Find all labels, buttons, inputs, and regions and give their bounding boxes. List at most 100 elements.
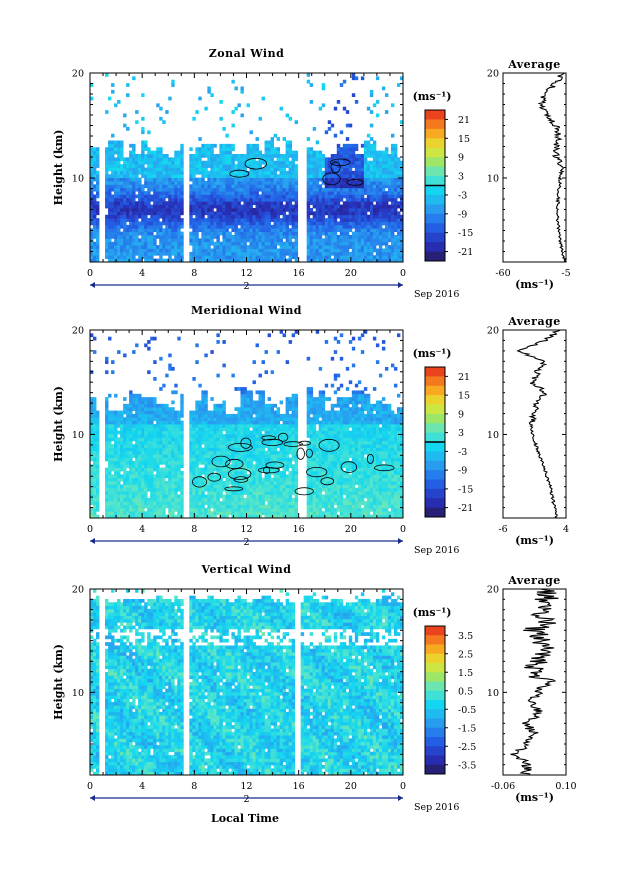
colorbar: (ms⁻¹) 3.5 2.5 1.5 0.5 -0.5 -1.5 -2.5 -3.5 <box>413 606 476 775</box>
contour-loop <box>296 447 305 460</box>
axis-ticks <box>89 72 404 263</box>
profile-line <box>510 588 559 776</box>
contour-loop <box>298 440 311 446</box>
x-tick-label: 12 <box>240 781 252 792</box>
day-bar-right-arrow <box>398 795 403 801</box>
contour-loop <box>374 464 395 472</box>
colorbar-step <box>425 727 445 738</box>
colorbar-tick-label: -15 <box>458 484 473 495</box>
colorbar-step <box>425 460 445 471</box>
date-label: Sep 2016 <box>414 802 459 813</box>
colorbar-tick-label: 9 <box>458 409 464 420</box>
x-tick-label: 16 <box>293 268 305 279</box>
contour-loop <box>322 172 341 186</box>
colorbar-tick-label: 3 <box>458 428 464 439</box>
colorbar-step <box>425 663 445 673</box>
panel-title: Zonal Wind <box>209 47 285 60</box>
profile-x-tick-label: 4 <box>563 524 569 535</box>
colorbar-tick-label: -1.5 <box>458 723 476 734</box>
colorbar-step <box>425 764 445 775</box>
x-axis-label: Local Time <box>211 812 279 825</box>
x-tick-label: 8 <box>191 781 197 792</box>
heatmap-cells <box>90 589 404 776</box>
profile-x-label: (ms⁻¹) <box>515 534 554 547</box>
profile-y-tick-label: 10 <box>487 174 499 185</box>
profile-x-tick-label: -6 <box>498 524 507 535</box>
contour-loop <box>265 461 285 469</box>
contour-loop <box>294 487 314 496</box>
colorbar-tick-label: -9 <box>458 466 467 477</box>
y-tick-label: 20 <box>72 585 84 596</box>
profile-y-tick-label: 10 <box>487 688 499 699</box>
x-tick-label: 0 <box>400 524 406 535</box>
colorbar-step <box>425 479 445 490</box>
colorbar-tick-label: 2.5 <box>458 649 473 660</box>
y-tick-label: 20 <box>72 326 84 337</box>
zero-contours <box>191 432 395 496</box>
colorbar-step <box>425 242 445 252</box>
contour-loop <box>346 179 364 186</box>
panel-zonal-wind: 0 4 8 12 16 20 0 10 20 Height (km) Zonal Wind 2 Sep … <box>52 47 571 300</box>
colorbar-tick-label: 0.5 <box>458 686 473 697</box>
colorbar-tick-label: -21 <box>458 247 473 258</box>
profile-x-label: (ms⁻¹) <box>515 791 554 804</box>
y-tick-label: 10 <box>72 688 84 699</box>
colorbar-step <box>425 395 445 405</box>
contour-loop <box>227 468 252 480</box>
contour-loop <box>225 458 244 470</box>
colorbar-tick-label: -3 <box>458 190 467 201</box>
colorbar-step <box>425 681 445 692</box>
contour-loop <box>340 461 358 473</box>
contour-loop <box>306 466 328 478</box>
colorbar-step <box>425 413 445 424</box>
x-tick-label: 20 <box>345 268 357 279</box>
colorbar-step <box>425 488 445 499</box>
axis-ticks <box>89 588 404 776</box>
colorbar-step <box>425 746 445 756</box>
colorbar-step <box>425 147 445 158</box>
colorbar-tick-label: 1.5 <box>458 668 473 679</box>
colorbar-step <box>425 626 445 636</box>
colorbar: (ms⁻¹) 21 15 9 3 -3 -9 -15 -21 <box>413 90 473 262</box>
contour-loop <box>233 476 249 483</box>
colorbar-tick-label: -3 <box>458 447 467 458</box>
date-label: Sep 2016 <box>414 289 459 300</box>
profile-y-tick-label: 20 <box>487 69 499 80</box>
panel-title: Meridional Wind <box>191 304 302 317</box>
contour-loop <box>320 477 335 486</box>
profile-title: Average <box>507 315 561 328</box>
colorbar-step <box>425 470 445 480</box>
colorbar-step <box>425 718 445 729</box>
colorbar-step <box>425 185 445 196</box>
y-axis-label: Height (km) <box>52 644 65 720</box>
x-tick-label: 0 <box>400 781 406 792</box>
colorbar-tick-label: 21 <box>458 372 470 383</box>
profile-x-tick-label: -0.06 <box>491 781 515 792</box>
colorbar-step <box>425 755 445 766</box>
contour-loop <box>366 453 374 464</box>
colorbar-step <box>425 194 445 205</box>
profile-x-label: (ms⁻¹) <box>515 278 554 291</box>
colorbar-tick-label: 9 <box>458 153 464 164</box>
colorbar-step <box>425 423 445 434</box>
day-bar-left-arrow <box>90 282 95 288</box>
profile-x-tick-label: 0.10 <box>555 781 576 792</box>
profile-frame <box>502 588 567 776</box>
colorbar-step <box>425 138 445 149</box>
profile-line <box>537 72 567 263</box>
contour-loop <box>261 435 276 441</box>
day-label: 2 <box>243 281 249 292</box>
average-profile: 10 20 -0.06 0.10 Average (ms⁻¹) <box>487 574 577 804</box>
contour-loop <box>330 161 341 174</box>
colorbar-tick-label: -21 <box>458 503 473 514</box>
colorbar-step <box>425 376 445 387</box>
colorbar-tick-label: -15 <box>458 228 473 239</box>
profile-x-tick-label: -60 <box>495 268 510 279</box>
axis-ticks <box>89 329 404 519</box>
contour-loop <box>227 442 253 452</box>
x-tick-label: 20 <box>345 781 357 792</box>
y-tick-label: 10 <box>72 430 84 441</box>
colorbar-step <box>425 498 445 509</box>
panel-vertical-wind: 0 4 8 12 16 20 0 10 20 Height (km) Vertical Wind 2 S… <box>52 563 577 813</box>
